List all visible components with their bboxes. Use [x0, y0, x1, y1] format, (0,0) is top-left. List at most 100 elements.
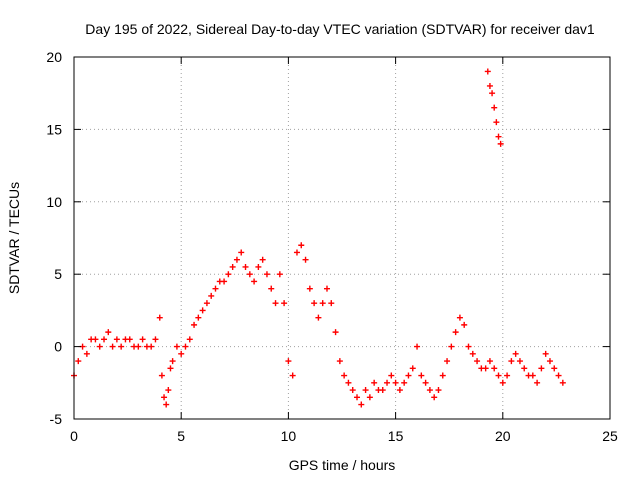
data-point: [345, 379, 352, 386]
data-point: [289, 372, 296, 379]
data-point: [139, 336, 146, 343]
data-point: [306, 285, 313, 292]
data-point: [465, 343, 472, 350]
data-point: [113, 336, 120, 343]
data-point: [482, 365, 489, 372]
data-point: [546, 358, 553, 365]
data-point: [409, 365, 416, 372]
data-point: [371, 379, 378, 386]
data-point: [521, 365, 528, 372]
data-point: [109, 343, 116, 350]
grid-lines: [74, 57, 610, 419]
data-point: [255, 263, 262, 270]
data-point: [435, 387, 442, 394]
data-point: [538, 365, 545, 372]
data-point: [246, 271, 253, 278]
axis-ticks: 0 5 10 15 20 25 -5 0 5 10 15 20: [46, 49, 618, 444]
data-point: [388, 372, 395, 379]
data-point: [516, 358, 523, 365]
data-point: [499, 379, 506, 386]
data-point: [495, 372, 502, 379]
y-axis-label: SDTVAR / TECUs: [6, 182, 22, 294]
chart-title: Day 195 of 2022, Sidereal Day-to-day VTE…: [85, 21, 595, 37]
data-point: [461, 321, 468, 328]
data-point: [489, 90, 496, 97]
data-point: [272, 300, 279, 307]
data-point: [208, 292, 215, 299]
data-point: [242, 263, 249, 270]
y-tick-label: 15: [46, 121, 62, 137]
data-point: [225, 271, 232, 278]
data-point: [298, 242, 305, 249]
data-point: [484, 68, 491, 75]
data-point: [422, 379, 429, 386]
y-tick-label: 5: [54, 266, 62, 282]
data-point: [469, 350, 476, 357]
data-point: [486, 82, 493, 89]
data-points: [71, 68, 566, 408]
data-point: [167, 365, 174, 372]
data-point: [495, 133, 502, 140]
x-tick-label: 5: [177, 428, 185, 444]
data-point: [311, 300, 318, 307]
data-point: [238, 249, 245, 256]
data-point: [358, 401, 365, 408]
data-point: [439, 372, 446, 379]
data-point: [336, 358, 343, 365]
data-point: [118, 343, 125, 350]
data-point: [474, 358, 481, 365]
data-point: [504, 372, 511, 379]
data-point: [551, 365, 558, 372]
data-point: [341, 372, 348, 379]
data-point: [101, 336, 108, 343]
y-tick-label: 0: [54, 339, 62, 355]
data-point: [259, 256, 266, 263]
data-point: [426, 387, 433, 394]
data-point: [161, 394, 168, 401]
data-point: [555, 372, 562, 379]
data-point: [251, 278, 258, 285]
data-point: [319, 300, 326, 307]
data-point: [366, 394, 373, 401]
data-point: [534, 379, 541, 386]
data-point: [233, 256, 240, 263]
data-point: [493, 119, 500, 126]
data-point: [512, 350, 519, 357]
data-point: [384, 379, 391, 386]
data-point: [418, 372, 425, 379]
data-point: [83, 350, 90, 357]
data-point: [163, 401, 170, 408]
data-point: [491, 104, 498, 111]
data-point: [332, 329, 339, 336]
data-point: [448, 343, 455, 350]
data-point: [491, 365, 498, 372]
data-point: [396, 387, 403, 394]
data-point: [486, 358, 493, 365]
data-point: [263, 271, 270, 278]
data-point: [392, 379, 399, 386]
data-point: [444, 358, 451, 365]
data-point: [542, 350, 549, 357]
data-point: [456, 314, 463, 321]
data-point: [268, 285, 275, 292]
data-point: [92, 336, 99, 343]
data-point: [362, 387, 369, 394]
data-point: [414, 343, 421, 350]
data-point: [508, 358, 515, 365]
data-point: [169, 358, 176, 365]
y-tick-label: 20: [46, 49, 62, 65]
y-tick-label: 10: [46, 194, 62, 210]
data-point: [203, 300, 210, 307]
x-tick-label: 15: [388, 428, 404, 444]
data-point: [75, 358, 82, 365]
x-tick-label: 10: [281, 428, 297, 444]
data-point: [229, 263, 236, 270]
data-point: [497, 140, 504, 147]
data-point: [158, 372, 165, 379]
data-point: [96, 343, 103, 350]
data-point: [285, 358, 292, 365]
data-point: [126, 336, 133, 343]
data-point: [529, 372, 536, 379]
data-point: [302, 256, 309, 263]
